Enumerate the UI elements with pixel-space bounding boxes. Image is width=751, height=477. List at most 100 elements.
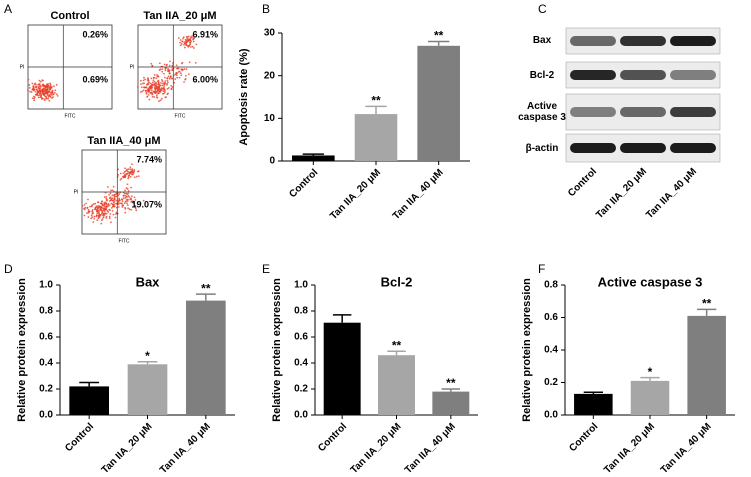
event-dot — [127, 207, 130, 210]
event-dot — [117, 194, 120, 197]
event-dot — [126, 200, 129, 202]
event-dot — [188, 45, 190, 48]
event-dot — [37, 96, 40, 99]
event-dot — [176, 76, 179, 79]
blot-band — [670, 36, 716, 46]
event-dot — [92, 221, 95, 223]
event-dot — [139, 202, 142, 205]
y-tick-label: 0.6 — [39, 332, 53, 343]
event-dot — [81, 205, 84, 207]
event-dot — [150, 86, 153, 89]
event-dot — [100, 202, 103, 205]
event-dot — [108, 204, 111, 207]
event-dot — [105, 217, 108, 219]
blot-band — [620, 107, 666, 117]
event-dot — [124, 211, 127, 214]
event-dot — [194, 61, 197, 64]
event-dot — [99, 206, 102, 209]
lane-label: Control — [566, 166, 599, 199]
event-dot — [126, 204, 129, 206]
event-dot — [109, 196, 112, 199]
event-dot — [39, 96, 42, 99]
event-dot — [162, 87, 165, 90]
event-dot — [102, 216, 105, 219]
event-dot — [140, 83, 142, 85]
panel-letter: F — [538, 262, 545, 276]
event-dot — [96, 214, 98, 217]
event-dot — [41, 79, 44, 82]
event-dot — [166, 81, 169, 84]
event-dot — [119, 202, 121, 205]
event-dot — [117, 206, 120, 208]
y-tick-label: 0.0 — [544, 410, 558, 421]
x-tick-label: Tan IIA_20 μM — [328, 167, 383, 222]
event-dot — [153, 74, 156, 76]
bar — [323, 322, 361, 415]
event-dot — [110, 189, 112, 192]
event-dot — [108, 215, 111, 218]
y-tick-label: 20 — [264, 70, 276, 81]
event-dot — [132, 202, 135, 204]
event-dot — [142, 89, 145, 92]
event-dot — [120, 177, 123, 180]
event-dot — [119, 178, 122, 181]
y-tick-label: 0.6 — [294, 332, 308, 343]
event-dot — [147, 79, 150, 82]
panel-letter: C — [538, 2, 547, 16]
y-tick-label: 1.0 — [294, 280, 308, 291]
event-dot — [125, 192, 128, 195]
event-dot — [125, 187, 128, 189]
event-dot — [104, 201, 107, 204]
event-dot — [108, 193, 111, 196]
blot-band — [620, 70, 666, 80]
y-tick-label: 0.8 — [294, 306, 308, 317]
event-dot — [145, 86, 147, 89]
blot-band — [570, 70, 616, 80]
quadrant-percent: 19.07% — [131, 199, 162, 209]
event-dot — [49, 82, 52, 85]
event-dot — [90, 205, 93, 207]
event-dot — [117, 168, 120, 171]
event-dot — [142, 79, 145, 82]
event-dot — [31, 97, 34, 100]
event-dot — [174, 78, 177, 81]
event-dot — [162, 92, 165, 95]
significance-label: ** — [371, 94, 381, 108]
event-dot — [164, 81, 166, 84]
event-dot — [38, 79, 41, 82]
chart-title: Active caspase 3 — [598, 274, 703, 289]
event-dot — [126, 172, 129, 175]
event-dot — [164, 80, 167, 83]
event-dot — [94, 202, 97, 205]
event-dot — [115, 199, 118, 202]
event-dot — [95, 208, 98, 211]
event-dot — [167, 86, 170, 89]
event-dot — [178, 70, 181, 73]
event-dot — [123, 192, 126, 195]
blot-label: Active caspase 3 — [518, 101, 566, 123]
event-dot — [122, 175, 124, 178]
event-dot — [153, 80, 156, 83]
chart-title: Bcl-2 — [381, 274, 413, 289]
event-dot — [86, 207, 89, 209]
event-dot — [127, 176, 130, 179]
event-dot — [103, 214, 106, 217]
event-dot — [92, 203, 95, 205]
event-dot — [39, 80, 42, 83]
event-dot — [39, 87, 42, 90]
event-dot — [105, 212, 108, 215]
event-dot — [151, 81, 154, 84]
event-dot — [163, 72, 165, 75]
event-dot — [137, 175, 140, 177]
event-dot — [101, 200, 103, 203]
significance-label: ** — [702, 297, 712, 311]
x-tick-label: Control — [63, 421, 96, 454]
event-dot — [193, 37, 195, 40]
event-dot — [113, 194, 116, 197]
event-dot — [98, 214, 101, 217]
event-dot — [156, 87, 158, 90]
event-dot — [83, 214, 86, 217]
event-dot — [183, 43, 185, 46]
event-dot — [109, 192, 112, 195]
y-tick-label: 0.8 — [544, 280, 558, 291]
